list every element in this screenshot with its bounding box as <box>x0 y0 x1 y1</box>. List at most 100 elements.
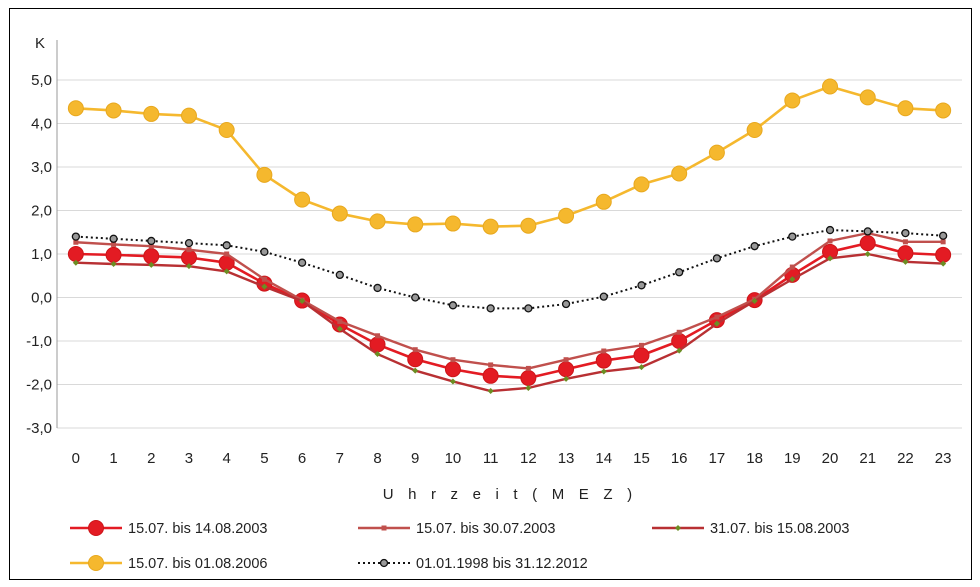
series <box>72 251 947 395</box>
data-point <box>827 238 833 244</box>
chart-frame <box>9 8 972 580</box>
data-point <box>180 249 197 266</box>
data-point <box>482 367 499 384</box>
data-point <box>940 260 947 267</box>
data-point <box>256 166 273 183</box>
data-point <box>374 351 381 358</box>
data-point <box>444 215 461 232</box>
x-tick-label: 13 <box>558 450 575 467</box>
x-tick-label: 9 <box>411 450 419 467</box>
data-point <box>897 245 914 262</box>
data-point <box>143 248 160 265</box>
data-point <box>299 297 306 304</box>
legend-label: 15.07. bis 14.08.2003 <box>128 521 267 537</box>
data-point <box>336 325 343 332</box>
legend-label: 01.01.1998 bis 31.12.2012 <box>416 556 588 572</box>
data-point <box>595 352 612 369</box>
data-point <box>563 357 569 363</box>
x-tick-label: 23 <box>935 450 952 467</box>
data-point <box>712 254 722 263</box>
data-point <box>67 246 84 262</box>
data-point <box>487 388 494 395</box>
data-point <box>558 207 575 224</box>
x-tick-label: 5 <box>260 450 268 467</box>
y-tick-label: 5,0 <box>31 72 52 89</box>
data-point <box>222 241 231 250</box>
x-tick-label: 14 <box>595 450 612 467</box>
data-point <box>708 144 725 161</box>
data-point <box>148 261 155 268</box>
data-point <box>224 251 230 257</box>
data-point <box>633 176 650 193</box>
data-point <box>143 105 160 122</box>
data-point <box>297 258 307 267</box>
data-point <box>486 304 495 313</box>
y-tick-label: 2,0 <box>31 203 52 220</box>
data-point <box>185 263 192 270</box>
x-tick-label: 16 <box>671 450 688 467</box>
data-point <box>675 525 681 531</box>
data-point <box>520 369 537 386</box>
data-point <box>714 314 720 320</box>
y-tick-label: 3,0 <box>31 159 52 176</box>
data-point <box>563 375 570 382</box>
data-point <box>746 122 763 139</box>
series-line <box>75 85 944 228</box>
series-line <box>75 231 944 370</box>
data-point <box>520 217 537 234</box>
data-point <box>223 268 230 275</box>
data-point <box>599 292 608 301</box>
x-axis-ticks: 0 1 2 3 4 5 6 7 8 9 10 11 12 13 14 15 16 17 18 19 20 21 22 23 <box>72 450 952 467</box>
y-tick-label: -1,0 <box>26 333 52 350</box>
data-point <box>180 107 197 124</box>
y-axis-label: K <box>35 35 45 52</box>
data-point <box>186 247 192 253</box>
legend-item: 01.01.1998 bis 31.12.2012 <box>358 556 588 572</box>
legend-label: 15.07. bis 01.08.2006 <box>128 556 267 572</box>
x-tick-label: 20 <box>822 450 839 467</box>
data-point <box>859 89 876 106</box>
data-point <box>561 299 571 309</box>
x-tick-label: 8 <box>373 450 381 467</box>
data-point <box>218 122 235 139</box>
data-point <box>88 520 104 536</box>
data-point <box>676 347 683 354</box>
data-point <box>638 342 644 348</box>
series-group <box>67 78 952 395</box>
data-point <box>448 301 458 310</box>
data-point <box>935 246 952 263</box>
x-tick-label: 15 <box>633 450 650 467</box>
series-line <box>75 252 944 393</box>
data-point <box>863 227 872 236</box>
data-point <box>261 276 267 282</box>
y-tick-label: 0,0 <box>31 290 52 307</box>
x-tick-label: 18 <box>746 450 763 467</box>
data-point <box>109 234 118 243</box>
data-point <box>184 238 194 248</box>
data-point <box>379 558 389 568</box>
data-point <box>449 378 456 385</box>
legend-label: 31.07. bis 15.08.2003 <box>710 521 849 537</box>
data-point <box>260 247 269 256</box>
data-point <box>633 347 650 364</box>
data-point <box>789 276 796 283</box>
data-point <box>558 361 575 378</box>
data-point <box>525 384 532 391</box>
data-point <box>71 232 81 241</box>
data-point <box>935 102 952 119</box>
data-point <box>482 218 499 235</box>
data-point <box>713 320 720 327</box>
series <box>71 225 948 313</box>
legend-item: 31.07. bis 15.08.2003 <box>652 521 849 537</box>
series <box>73 230 946 371</box>
data-point <box>638 364 645 371</box>
data-point <box>751 297 758 304</box>
data-point <box>335 270 344 280</box>
data-point <box>105 102 122 119</box>
data-point <box>412 367 419 374</box>
data-point <box>675 268 684 277</box>
data-point <box>897 100 914 117</box>
x-tick-label: 21 <box>859 450 876 467</box>
legend-item: 15.07. bis 14.08.2003 <box>70 520 267 537</box>
data-point <box>789 264 795 270</box>
